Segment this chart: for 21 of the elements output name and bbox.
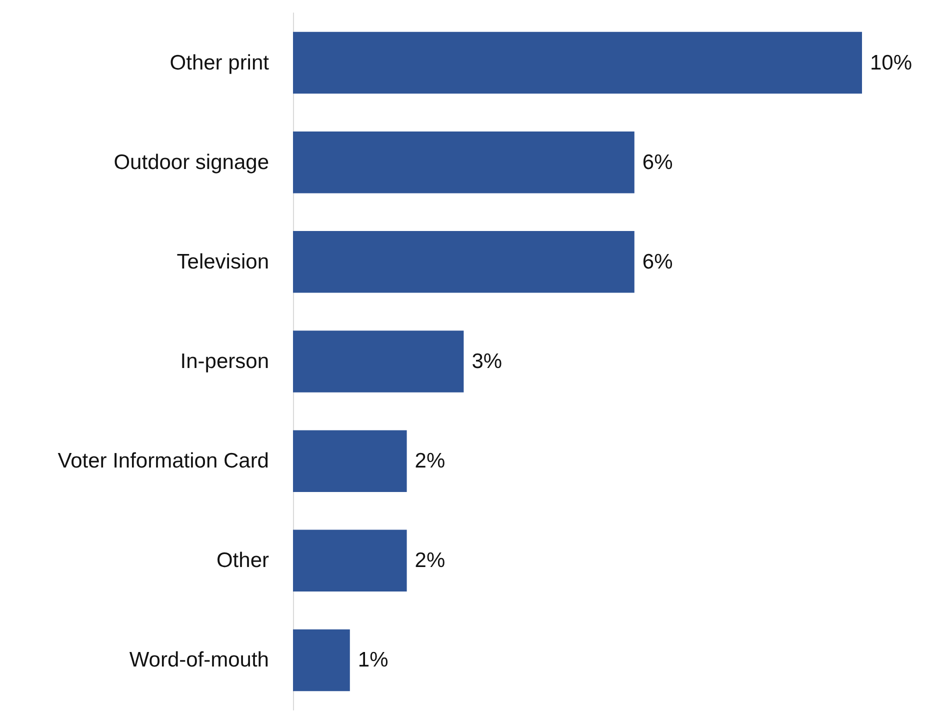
bar [293,530,407,592]
data-label: 2% [414,450,446,473]
y-tick-label: Television [176,250,269,274]
y-tick-label: Outdoor signage [114,150,269,174]
y-tick-label: Voter Information Card [58,450,269,473]
bar [293,629,350,692]
bar [293,330,464,392]
bar [293,32,862,94]
y-tick-label: Other [216,549,269,572]
data-label: 2% [414,549,446,572]
y-tick-label: Other print [170,51,270,74]
bar [293,430,407,492]
y-tick-label: Word-of-mouth [129,648,269,672]
data-label: 10% [870,51,912,74]
data-label: 1% [358,648,388,672]
data-label: 3% [472,350,502,373]
y-tick-label: In-person [180,350,269,373]
data-label: 6% [642,150,673,174]
data-label: 6% [642,250,673,274]
bar [293,131,634,194]
bar [293,231,634,293]
